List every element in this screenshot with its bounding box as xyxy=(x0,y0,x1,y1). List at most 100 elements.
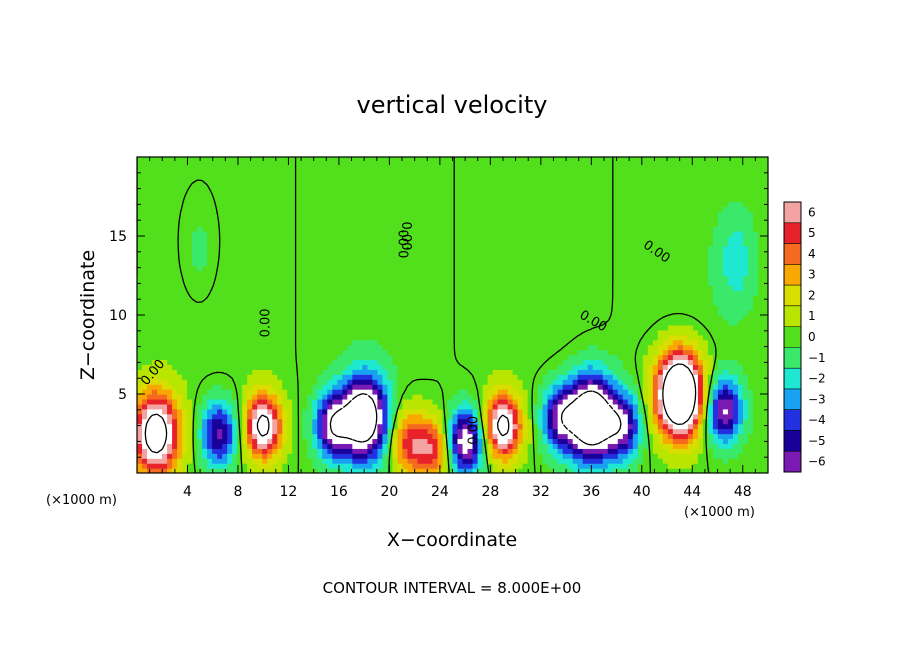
heatmap-cell xyxy=(607,280,614,286)
heatmap-cell xyxy=(337,374,343,380)
heatmap-cell xyxy=(477,418,484,425)
heatmap-cell xyxy=(472,310,479,316)
heatmap-cell xyxy=(267,468,273,473)
heatmap-cell xyxy=(382,403,388,410)
heatmap-cell xyxy=(622,290,629,296)
heatmap-cell xyxy=(612,334,619,341)
heatmap-cell xyxy=(167,458,173,464)
heatmap-cell xyxy=(552,379,559,385)
heatmap-cell xyxy=(367,438,373,444)
heatmap-cell xyxy=(227,448,233,454)
heatmap-cell xyxy=(272,413,278,420)
heatmap-cell xyxy=(402,398,409,405)
heatmap-cell xyxy=(522,468,529,473)
heatmap-cell xyxy=(552,463,559,469)
heatmap-cell xyxy=(202,280,208,286)
heatmap-cell xyxy=(247,305,253,311)
heatmap-cell xyxy=(197,428,203,435)
heatmap-cell xyxy=(552,389,559,395)
heatmap-cell xyxy=(492,398,499,405)
heatmap-cell xyxy=(222,305,228,311)
heatmap-cell xyxy=(707,349,714,356)
heatmap-cell xyxy=(357,403,363,410)
heatmap-cell xyxy=(517,468,524,473)
heatmap-cell xyxy=(567,394,574,400)
heatmap-cell xyxy=(157,403,163,410)
heatmap-cell xyxy=(142,379,148,385)
heatmap-cell xyxy=(657,359,664,365)
heatmap-cell xyxy=(187,359,193,365)
heatmap-cell xyxy=(372,315,378,321)
heatmap-cell xyxy=(512,364,519,370)
heatmap-cell xyxy=(512,379,519,385)
heatmap-cell xyxy=(587,418,594,425)
heatmap-cell xyxy=(682,285,689,291)
heatmap-cell xyxy=(492,403,499,410)
heatmap-cell xyxy=(222,408,228,415)
heatmap-cell xyxy=(387,280,394,286)
heatmap-cell xyxy=(617,319,624,326)
heatmap-cell xyxy=(217,398,223,405)
heatmap-cell xyxy=(267,275,273,282)
heatmap-cell xyxy=(642,394,649,400)
heatmap-cell xyxy=(282,384,288,390)
heatmap-cell xyxy=(282,275,288,282)
heatmap-cell xyxy=(492,324,499,331)
heatmap-cell xyxy=(612,438,619,444)
heatmap-cell xyxy=(152,285,158,291)
heatmap-cell xyxy=(667,379,674,385)
heatmap-cell xyxy=(482,295,489,301)
heatmap-cell xyxy=(697,423,704,430)
heatmap-cell xyxy=(257,413,263,420)
heatmap-cell xyxy=(587,448,594,454)
heatmap-cell xyxy=(332,463,338,469)
heatmap-cell xyxy=(652,334,659,341)
heatmap-cell xyxy=(602,394,609,400)
heatmap-cell xyxy=(507,319,514,326)
heatmap-cell xyxy=(252,334,258,341)
heatmap-cell xyxy=(162,374,168,380)
heatmap-cell xyxy=(177,448,183,454)
heatmap-cell xyxy=(587,295,594,301)
heatmap-cell xyxy=(702,458,709,464)
heatmap-cell xyxy=(707,334,714,341)
heatmap-cell xyxy=(557,418,564,425)
heatmap-cell xyxy=(567,310,574,316)
heatmap-cell xyxy=(527,438,534,444)
heatmap-cell xyxy=(737,364,744,370)
heatmap-cell xyxy=(572,443,579,449)
heatmap-cell xyxy=(542,319,549,326)
heatmap-cell xyxy=(137,354,143,361)
heatmap-cell xyxy=(257,369,263,375)
heatmap-cell xyxy=(452,315,459,321)
heatmap-cell xyxy=(682,438,689,444)
heatmap-cell xyxy=(687,315,694,321)
heatmap-cell xyxy=(317,310,323,316)
heatmap-cell xyxy=(712,398,719,405)
heatmap-cell xyxy=(622,310,629,316)
heatmap-cell xyxy=(187,349,193,356)
heatmap-cell xyxy=(622,423,629,430)
heatmap-cell xyxy=(422,369,429,375)
heatmap-cell xyxy=(547,374,554,380)
heatmap-cell xyxy=(177,463,183,469)
heatmap-cell xyxy=(477,319,484,326)
heatmap-cell xyxy=(322,389,328,395)
heatmap-cell xyxy=(342,423,348,430)
heatmap-cell xyxy=(662,453,669,459)
heatmap-cell xyxy=(737,374,744,380)
heatmap-cell xyxy=(247,438,253,444)
heatmap-cell xyxy=(297,300,303,306)
heatmap-cell xyxy=(757,448,764,454)
heatmap-cell xyxy=(257,339,263,346)
heatmap-cell xyxy=(282,468,288,473)
heatmap-cell xyxy=(297,349,303,356)
heatmap-cell xyxy=(632,413,639,420)
heatmap-cell xyxy=(442,344,449,351)
heatmap-cell xyxy=(462,275,469,282)
heatmap-cell xyxy=(412,413,419,420)
heatmap-cell xyxy=(402,334,409,341)
heatmap-cell xyxy=(422,463,429,469)
heatmap-cell xyxy=(607,394,614,400)
heatmap-cell xyxy=(387,468,394,473)
